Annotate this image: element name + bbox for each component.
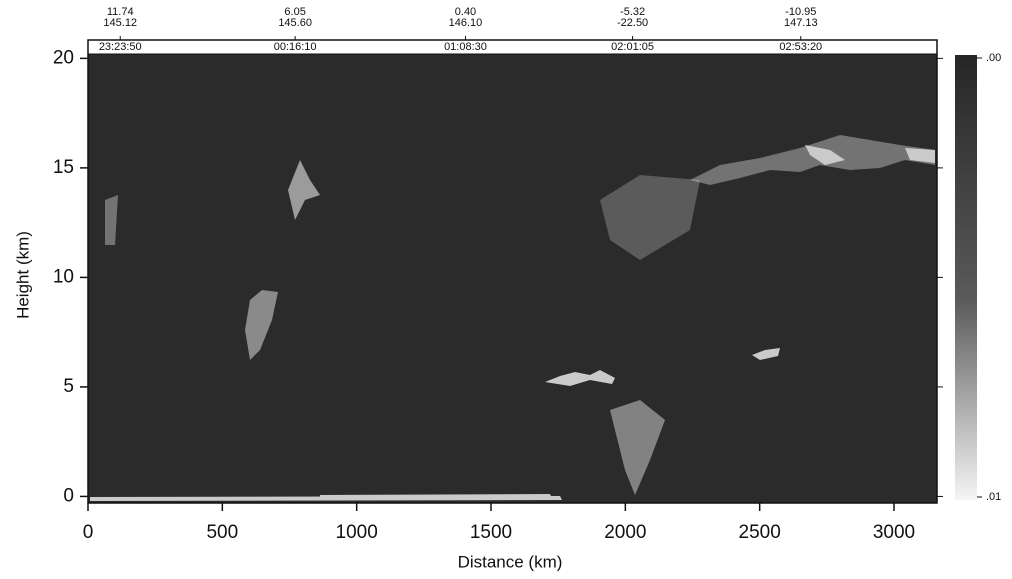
longitude-label: -22.50 (617, 17, 648, 29)
longitude-label: 146.10 (449, 17, 483, 29)
x-tick-label: 500 (206, 522, 238, 543)
longitude-label: 147.13 (784, 17, 818, 29)
y-tick-label: 5 (63, 376, 74, 397)
colorbar-label: .01 (986, 491, 1001, 503)
colorbar (955, 55, 977, 500)
time-label: 01:08:30 (444, 41, 487, 53)
x-tick-label: 3000 (873, 522, 915, 543)
longitude-label: 145.12 (103, 17, 137, 29)
y-tick-label: 0 (63, 485, 74, 506)
x-tick-label: 0 (83, 522, 94, 543)
y-axis-title: Height (km) (13, 231, 32, 319)
x-tick-label: 1500 (470, 522, 512, 543)
time-label: 00:16:10 (274, 41, 317, 53)
x-tick-label: 1000 (336, 522, 378, 543)
x-tick-label: 2500 (739, 522, 781, 543)
colorbar-label: .00 (986, 52, 1001, 64)
time-label: 02:53:20 (779, 41, 822, 53)
plot-background (88, 54, 937, 503)
chart: Height (km) Distance (km) 0 5 10 15 20 0 500 10… (0, 0, 1012, 579)
x-axis-title: Distance (km) (458, 552, 563, 571)
plot-area (88, 54, 937, 503)
y-tick-label: 10 (53, 266, 74, 287)
longitude-label: 145.60 (278, 17, 312, 29)
y-tick-label: 20 (53, 47, 74, 68)
y-tick-label: 15 (53, 157, 74, 178)
x-tick-label: 2000 (604, 522, 646, 543)
time-label: 02:01:05 (611, 41, 654, 53)
time-label: 23:23:50 (99, 41, 142, 53)
